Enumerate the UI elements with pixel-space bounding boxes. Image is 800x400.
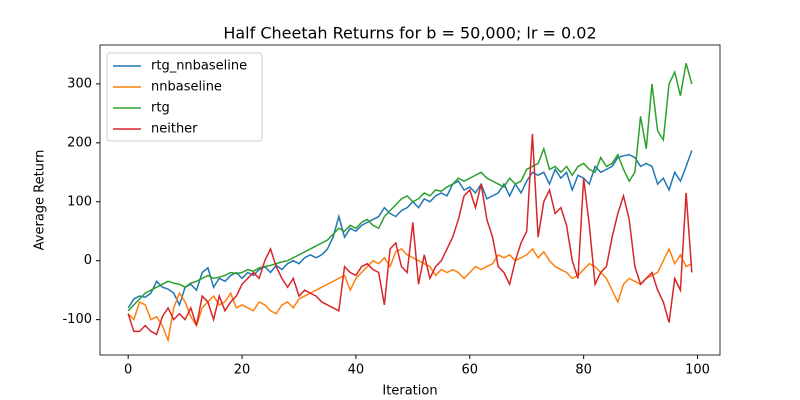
plot-frame — [99, 44, 721, 356]
legend-label: rtg — [151, 101, 170, 116]
legend-label: nnbaseline — [151, 80, 222, 95]
x-axis-label: Iteration — [382, 384, 437, 399]
line-series — [127, 133, 693, 336]
y-tick-label: 200 — [67, 135, 92, 150]
legend-label: rtg_nnbaseline — [151, 59, 247, 74]
x-tick-label: 20 — [234, 363, 251, 378]
legend-box — [106, 52, 263, 142]
y-tick-label: 300 — [67, 76, 92, 91]
y-axis-label: Average Return — [33, 150, 48, 251]
chart-title: Half Cheetah Returns for b = 50,000; lr … — [223, 24, 596, 43]
y-tick-label: -100 — [62, 312, 92, 327]
y-tick-label: 100 — [67, 194, 92, 209]
line-series — [127, 63, 693, 312]
line-series — [127, 150, 693, 309]
y-tick-label: 0 — [84, 253, 92, 268]
x-tick-label: 60 — [462, 363, 479, 378]
x-tick-label: 40 — [348, 363, 365, 378]
x-tick-label: 100 — [685, 363, 710, 378]
legend-label: neither — [151, 122, 198, 137]
x-tick-label: 0 — [124, 363, 132, 378]
x-tick-label: 80 — [575, 363, 592, 378]
